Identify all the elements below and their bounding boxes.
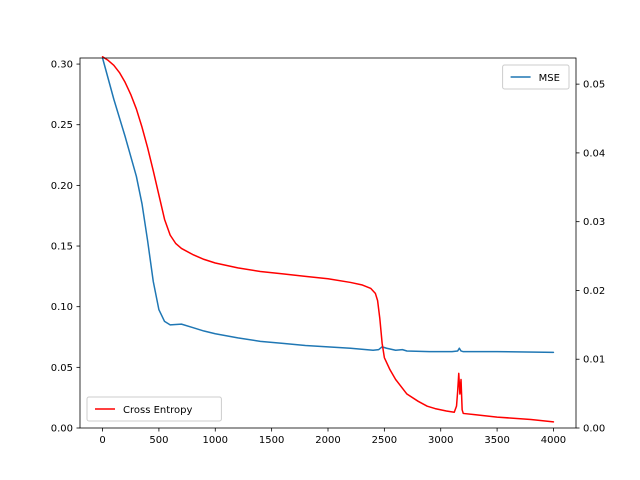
y-left-tick-label: 0.10 [51,302,73,313]
y-axis-left: 0.00 0.05 0.10 0.15 0.20 0.25 0.30 [51,60,80,435]
y-left-tick-label: 0.25 [51,120,73,131]
y-left-tick-label: 0.15 [51,242,73,253]
x-tick-label: 2000 [315,435,340,446]
legend-cross-entropy: Cross Entropy [86,396,222,422]
legend-mse: MSE [502,64,570,90]
y-axis-right: 0.00 0.01 0.02 0.03 0.04 0.05 [576,80,605,435]
x-tick-label: 500 [149,435,168,446]
legend-box [502,64,570,90]
x-tick-label: 2500 [372,435,397,446]
x-tick-label: 3000 [428,435,453,446]
series-layer [101,56,555,423]
x-tick-label: 1500 [259,435,284,446]
legend-label: Cross Entropy [123,405,193,416]
y-left-tick-label: 0.00 [51,424,73,435]
y-right-tick-label: 0.01 [583,355,605,366]
legend-label: MSE [539,73,560,84]
y-left-tick-label: 0.30 [51,60,73,71]
y-right-tick-label: 0.00 [583,424,605,435]
y-right-tick-label: 0.04 [583,148,605,159]
legend-box [86,396,222,422]
y-right-tick-label: 0.05 [583,80,605,91]
x-tick-label: 4000 [541,435,566,446]
legend-layer: MSE Cross Entropy [86,64,570,422]
x-axis: 0 500 1000 1500 2000 2500 3000 3500 4000 [99,428,566,446]
y-right-tick-label: 0.02 [583,286,605,297]
y-left-tick-label: 0.05 [51,363,73,374]
x-tick-label: 1000 [203,435,228,446]
y-right-tick-label: 0.03 [583,217,605,228]
x-tick-label: 0 [99,435,105,446]
series-line-cross-entropy [101,56,555,423]
y-left-tick-label: 0.20 [51,181,73,192]
x-tick-label: 3500 [484,435,509,446]
series-line-mse [101,57,555,354]
